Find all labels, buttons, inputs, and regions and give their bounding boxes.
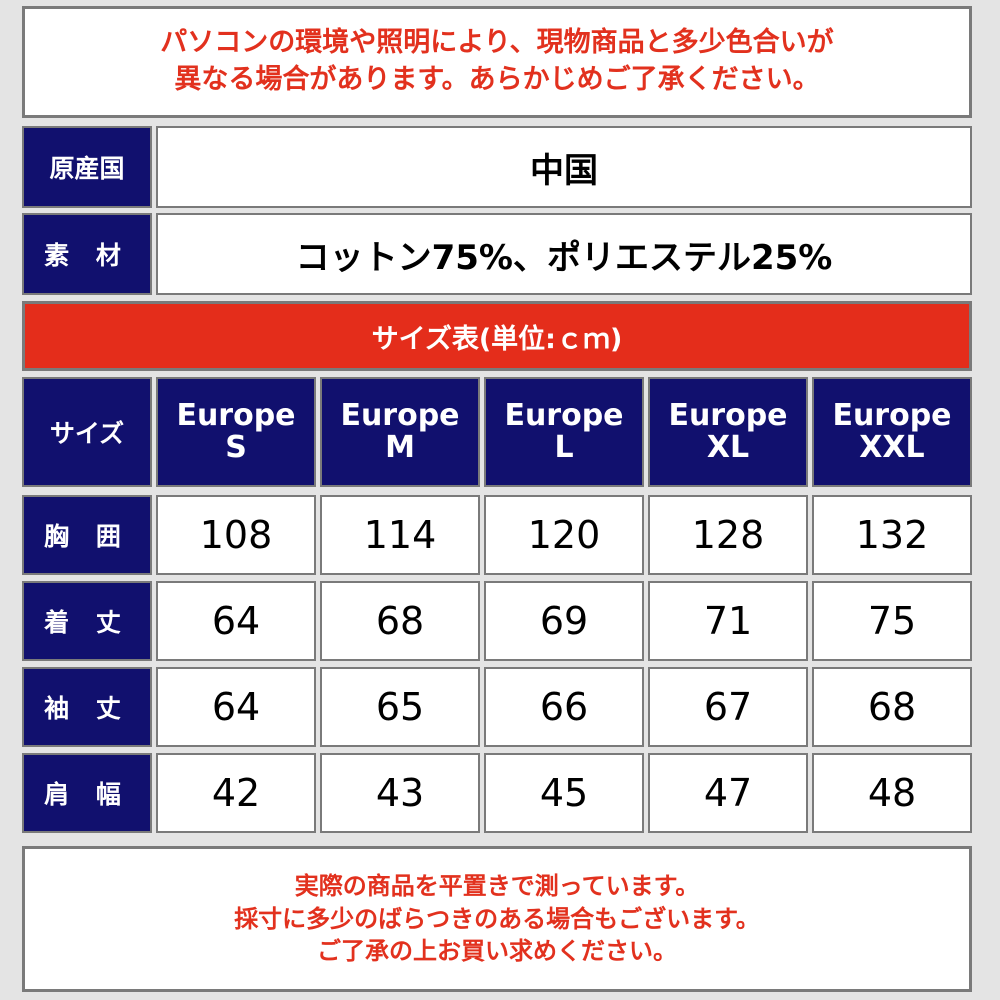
size-header-s-line2: S <box>225 430 247 465</box>
chest-m: 114 <box>320 495 480 575</box>
size-header-xl-line2: XL <box>706 430 750 465</box>
size-table-title: サイズ表(単位:ｃｍ) <box>22 301 972 371</box>
material-value: コットン75%、ポリエステル25% <box>156 213 972 295</box>
row-label-length: 着 丈 <box>22 581 152 661</box>
measurement-notice-line-2: 採寸に多少のばらつきのある場合もございます。 <box>234 904 760 933</box>
size-header-s-line1: Europe <box>176 397 296 433</box>
sleeve-s: 64 <box>156 667 316 747</box>
shoulder-m: 43 <box>320 753 480 833</box>
chest-s: 108 <box>156 495 316 575</box>
size-header-row: サイズ Europe S Europe M Europe L Europe XL… <box>22 377 972 487</box>
shoulder-l: 45 <box>484 753 644 833</box>
length-xxl: 75 <box>812 581 972 661</box>
sleeve-xl: 67 <box>648 667 808 747</box>
size-header-m-line1: Europe <box>340 397 460 433</box>
measurement-notice-line-1: 実際の商品を平置きで測っています。 <box>294 872 700 901</box>
length-l: 69 <box>484 581 644 661</box>
origin-label: 原産国 <box>22 126 152 208</box>
color-disclaimer-line-1: パソコンの環境や照明により、現物商品と多少色合いが <box>160 27 834 59</box>
size-header-l-line2: L <box>554 430 574 465</box>
shoulder-xxl: 48 <box>812 753 972 833</box>
shoulder-s: 42 <box>156 753 316 833</box>
size-header-l-line1: Europe <box>504 397 624 433</box>
sleeve-l: 66 <box>484 667 644 747</box>
sleeve-xxl: 68 <box>812 667 972 747</box>
sleeve-m: 65 <box>320 667 480 747</box>
material-row: 素 材 コットン75%、ポリエステル25% <box>22 213 972 295</box>
table-row-length: 着 丈 64 68 69 71 75 <box>22 581 972 661</box>
row-label-chest: 胸 囲 <box>22 495 152 575</box>
color-disclaimer-line-2: 異なる場合があります。あらかじめご了承ください。 <box>174 64 820 95</box>
origin-row: 原産国 中国 <box>22 126 972 208</box>
table-row-sleeve: 袖 丈 64 65 66 67 68 <box>22 667 972 747</box>
chest-l: 120 <box>484 495 644 575</box>
material-label: 素 材 <box>22 213 152 295</box>
row-label-shoulder: 肩 幅 <box>22 753 152 833</box>
size-header-xxl-line2: XXL <box>859 430 925 465</box>
size-header-xl: Europe XL <box>648 377 808 487</box>
color-disclaimer-notice: パソコンの環境や照明により、現物商品と多少色合いが 異なる場合があります。あらか… <box>22 6 972 118</box>
measurement-notice-line-3: ご了承の上お買い求めください。 <box>317 937 677 966</box>
length-m: 68 <box>320 581 480 661</box>
table-row-chest: 胸 囲 108 114 120 128 132 <box>22 495 972 575</box>
row-label-sleeve: 袖 丈 <box>22 667 152 747</box>
shoulder-xl: 47 <box>648 753 808 833</box>
chest-xxl: 132 <box>812 495 972 575</box>
size-header-label: サイズ <box>22 377 152 487</box>
size-header-m-line2: M <box>385 430 415 465</box>
length-xl: 71 <box>648 581 808 661</box>
size-header-xxl: Europe XXL <box>812 377 972 487</box>
size-header-xxl-line1: Europe <box>832 397 952 433</box>
origin-value: 中国 <box>156 126 972 208</box>
size-header-m: Europe M <box>320 377 480 487</box>
measurement-notice: 実際の商品を平置きで測っています。 採寸に多少のばらつきのある場合もございます。… <box>22 846 972 992</box>
size-header-l: Europe L <box>484 377 644 487</box>
chest-xl: 128 <box>648 495 808 575</box>
size-header-xl-line1: Europe <box>668 397 788 433</box>
length-s: 64 <box>156 581 316 661</box>
size-header-s: Europe S <box>156 377 316 487</box>
table-row-shoulder: 肩 幅 42 43 45 47 48 <box>22 753 972 833</box>
